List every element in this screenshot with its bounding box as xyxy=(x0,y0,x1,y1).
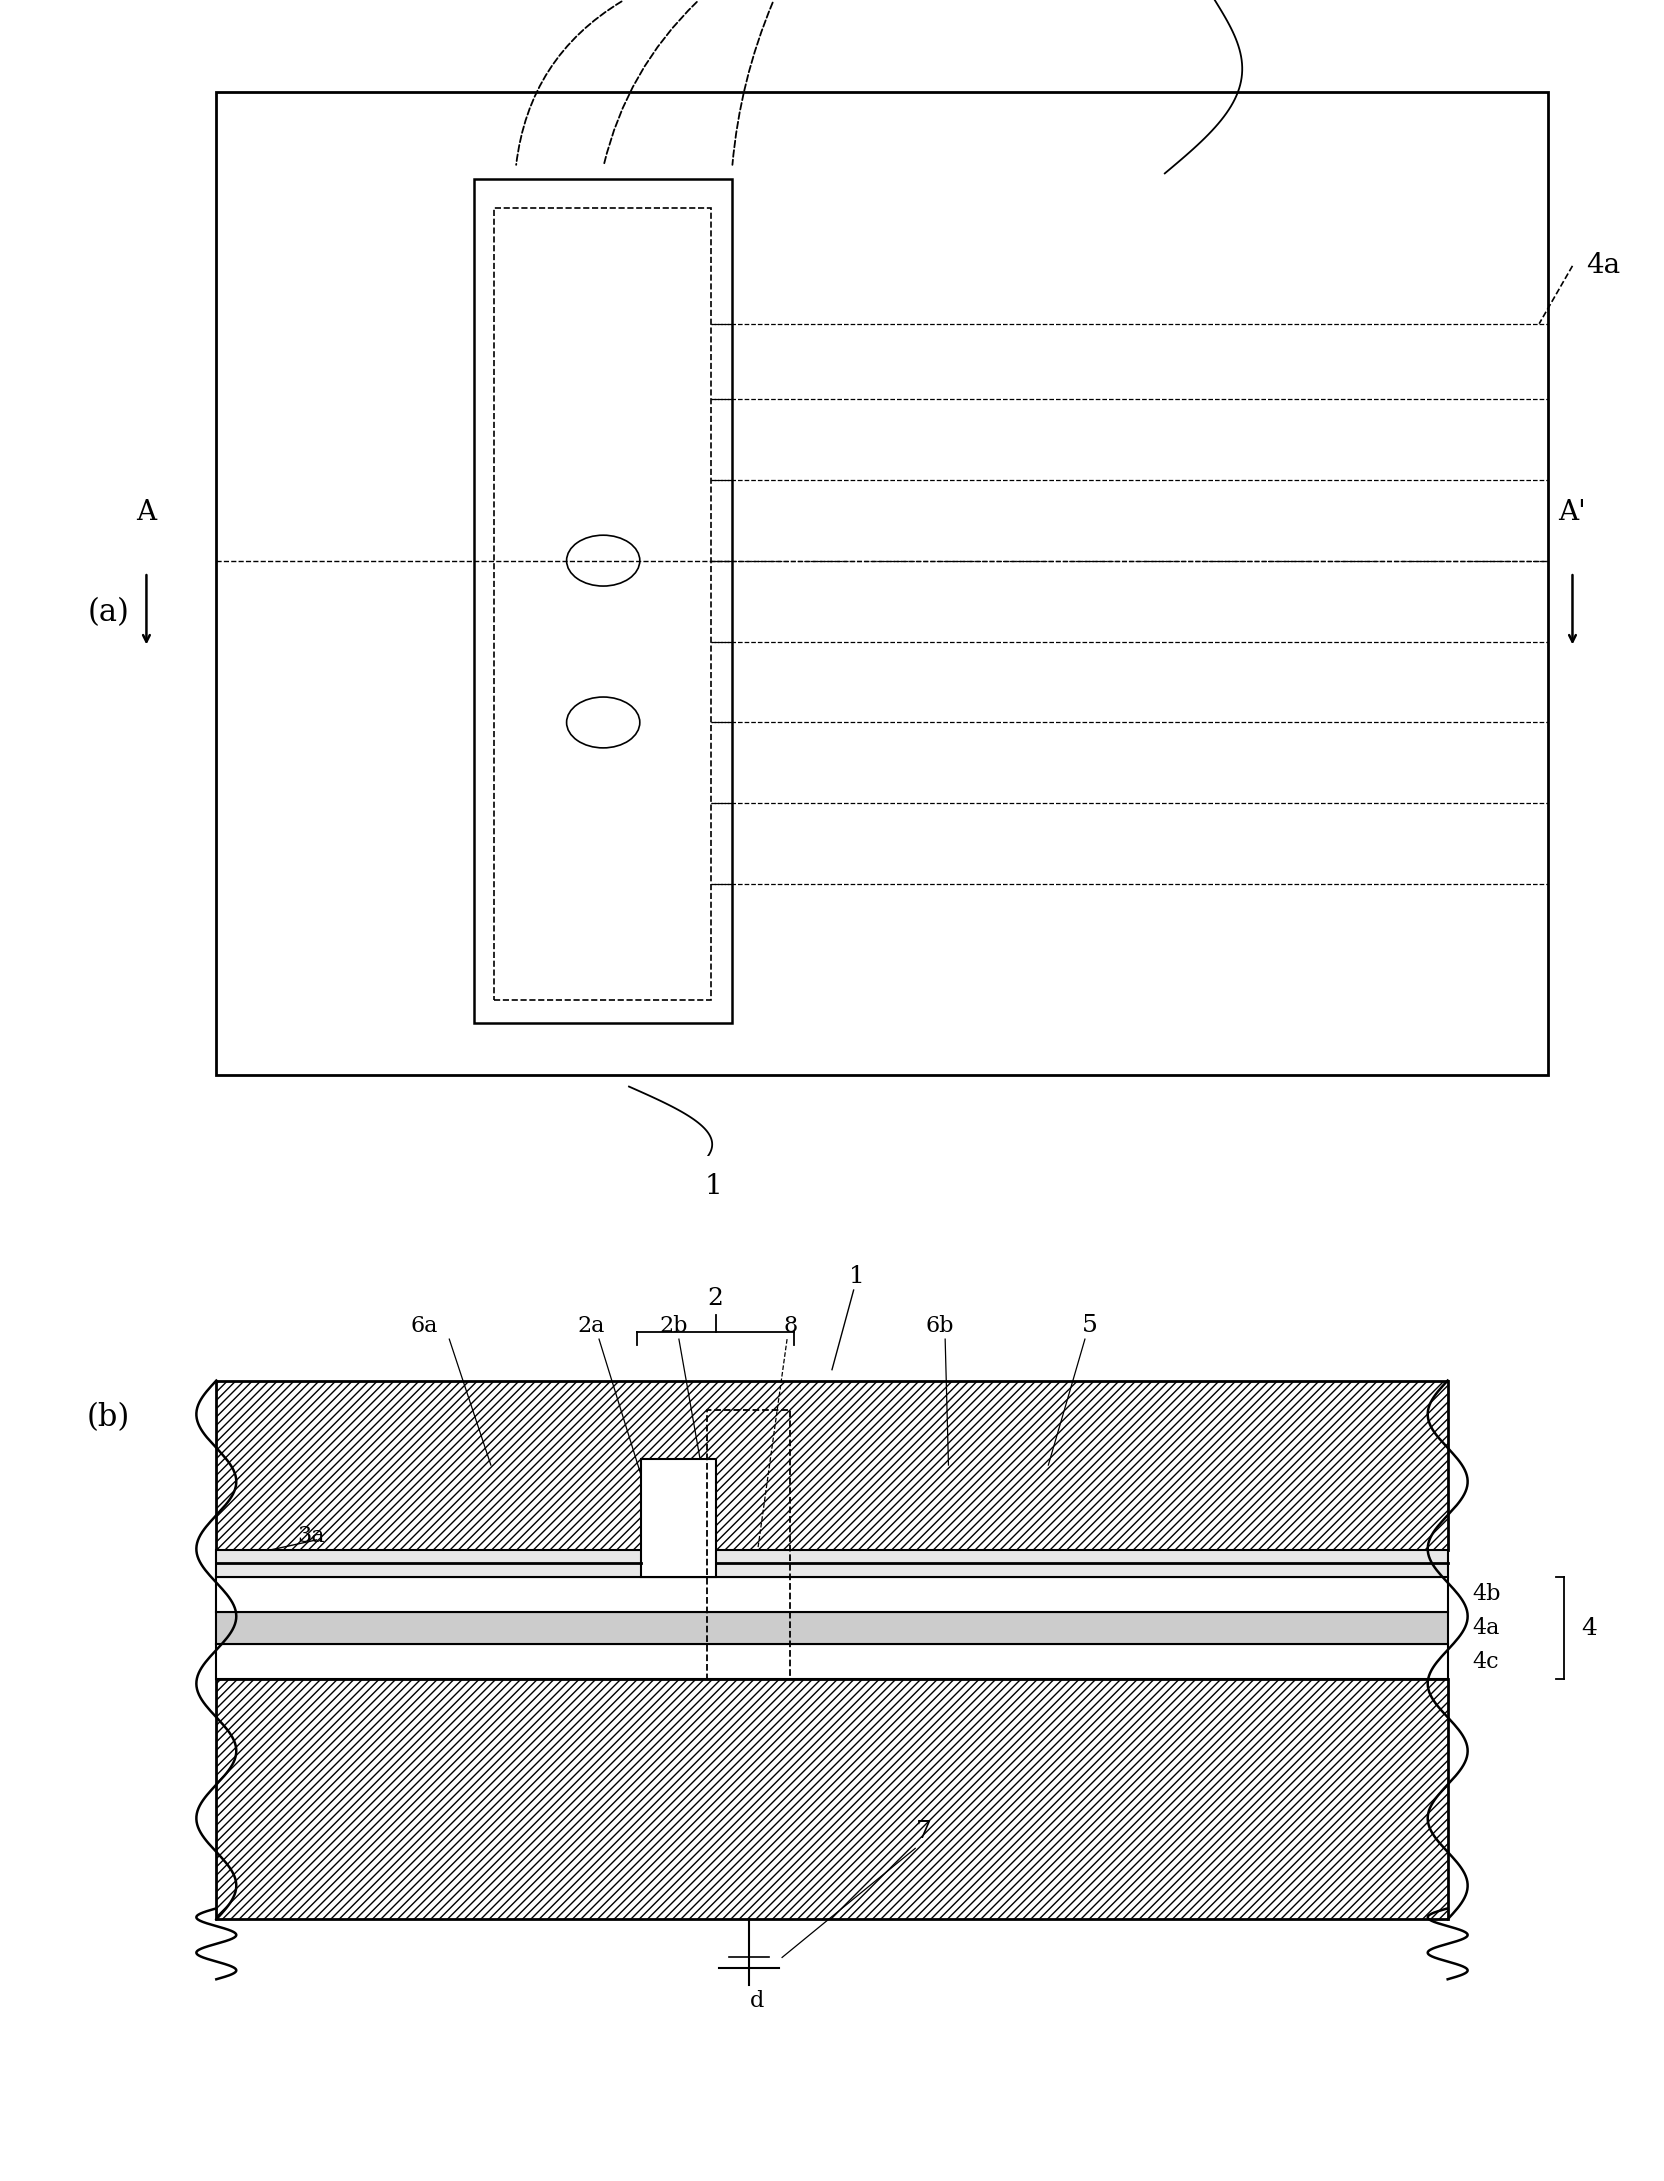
Text: A': A' xyxy=(1559,499,1586,526)
Bar xyxy=(216,92,1548,1075)
Text: 4b: 4b xyxy=(1473,1583,1501,1605)
Text: 4c: 4c xyxy=(1473,1651,1499,1673)
Text: 3: 3 xyxy=(310,1575,324,1596)
Bar xyxy=(474,179,732,1023)
Bar xyxy=(216,1381,1448,1549)
Text: 4a: 4a xyxy=(1586,253,1621,279)
Text: 2a: 2a xyxy=(577,1315,604,1337)
Text: 8: 8 xyxy=(784,1315,797,1337)
Text: 2b: 2b xyxy=(659,1315,689,1337)
Text: A: A xyxy=(136,499,156,526)
Bar xyxy=(707,1411,790,1679)
Text: 2: 2 xyxy=(707,1287,724,1309)
Text: 3a: 3a xyxy=(296,1525,324,1546)
Text: 4a: 4a xyxy=(1473,1616,1499,1640)
Bar xyxy=(216,1644,1448,1679)
Text: 1: 1 xyxy=(849,1265,865,1287)
Text: 1: 1 xyxy=(704,1173,722,1200)
Bar xyxy=(216,1577,1448,1612)
Text: 6b: 6b xyxy=(925,1315,955,1337)
Text: 5: 5 xyxy=(1082,1313,1098,1337)
Text: (a): (a) xyxy=(87,598,130,628)
Bar xyxy=(216,1381,1448,1549)
Text: 4: 4 xyxy=(1581,1616,1597,1640)
Bar xyxy=(216,1549,1448,1577)
Bar xyxy=(494,207,711,999)
Bar xyxy=(216,1679,1448,1919)
Text: (b): (b) xyxy=(87,1402,130,1433)
Text: 7: 7 xyxy=(915,1819,932,1843)
Bar xyxy=(216,1679,1448,1919)
Bar xyxy=(641,1459,716,1577)
Text: d: d xyxy=(750,1989,764,2013)
Bar xyxy=(216,1612,1448,1644)
Text: 6a: 6a xyxy=(411,1315,438,1337)
